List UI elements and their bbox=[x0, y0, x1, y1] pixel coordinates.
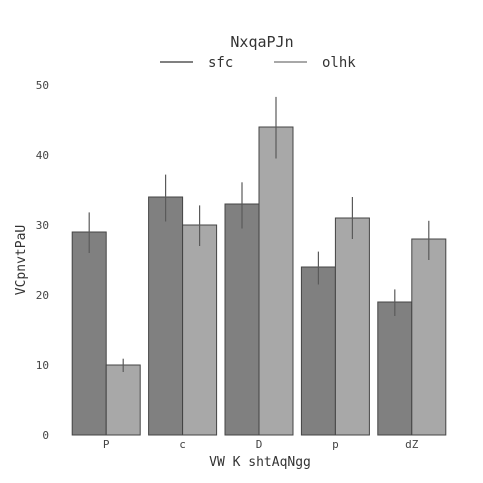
bar bbox=[71, 231, 107, 436]
x-tick-label: dZ bbox=[405, 438, 419, 451]
bar bbox=[148, 196, 184, 436]
bar bbox=[224, 203, 260, 436]
bar bbox=[258, 126, 294, 436]
legend-label: sfc bbox=[208, 55, 233, 71]
y-tick-label: 40 bbox=[36, 149, 49, 162]
y-axis-label: VCpnvtPaU bbox=[14, 225, 29, 295]
y-tick-label: 0 bbox=[42, 429, 49, 442]
x-axis-label: VW K shtAqNgg bbox=[209, 455, 311, 470]
y-tick-label: 10 bbox=[36, 359, 49, 372]
bar bbox=[182, 224, 218, 436]
y-tick-label: 30 bbox=[36, 219, 49, 232]
x-tick-label: c bbox=[179, 438, 186, 451]
bar bbox=[334, 217, 370, 436]
bars bbox=[71, 96, 447, 436]
x-tick-label: D bbox=[256, 438, 263, 451]
y-tick-label: 20 bbox=[36, 289, 49, 302]
chart-title: NxqaPJn bbox=[230, 33, 293, 51]
legend-label: olhk bbox=[322, 55, 356, 71]
bar bbox=[377, 301, 413, 436]
y-axis: 0 10 20 30 40 50 bbox=[36, 79, 49, 442]
x-tick-label: p bbox=[332, 438, 339, 451]
bar bbox=[300, 266, 336, 436]
x-tick-label: P bbox=[103, 438, 110, 451]
y-tick-label: 50 bbox=[36, 79, 49, 92]
legend: sfc olhk bbox=[160, 55, 356, 71]
bar bbox=[411, 238, 447, 436]
bar bbox=[105, 364, 141, 436]
